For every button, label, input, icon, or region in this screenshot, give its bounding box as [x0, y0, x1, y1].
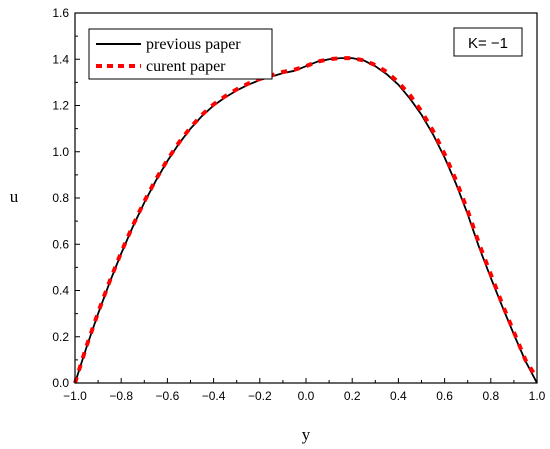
plot-frame [74, 12, 538, 384]
x-tick-label: −0.2 [248, 389, 272, 403]
x-tick-label: 0.0 [298, 389, 315, 403]
x-tick-label: 0.6 [436, 389, 453, 403]
legend-label-previous-paper: previous paper [146, 36, 241, 53]
y-tick-label: 0.6 [52, 237, 69, 251]
x-axis-title: y [302, 425, 311, 444]
legend: previous paper curent paper [88, 28, 273, 80]
annotation-box [453, 27, 523, 57]
x-tick-label: 0.4 [390, 389, 407, 403]
x-tick-label: 0.8 [482, 389, 499, 403]
y-tick-label: 0.0 [52, 376, 69, 390]
legend-box [88, 28, 273, 80]
x-tick-label: −1.0 [63, 389, 87, 403]
x-tick-label: −0.6 [156, 389, 180, 403]
annotation-text: K= −1 [468, 35, 508, 52]
y-tick-label: 0.8 [52, 191, 69, 205]
y-axis-title: u [10, 187, 19, 206]
x-tick-label: 1.0 [529, 389, 546, 403]
annotation: K= −1 [453, 27, 523, 57]
series-line-curent-paper [73, 56, 539, 384]
y-tick-label: 1.4 [52, 52, 69, 66]
x-tick-label: −0.4 [202, 389, 226, 403]
y-tick-label: 0.4 [52, 284, 69, 298]
x-tick-label: 0.2 [344, 389, 361, 403]
y-tick-label: 1.2 [52, 99, 69, 113]
y-tick-label: 1.0 [52, 145, 69, 159]
y-tick-label: 1.6 [52, 6, 69, 20]
y-tick-label: 0.2 [52, 330, 69, 344]
legend-label-curent-paper: curent paper [146, 58, 226, 75]
x-tick-label: −0.8 [109, 389, 133, 403]
